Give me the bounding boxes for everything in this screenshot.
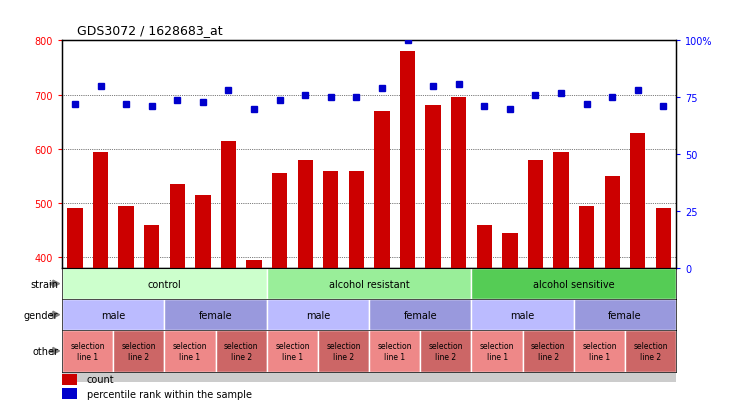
Text: alcohol sensitive: alcohol sensitive bbox=[533, 279, 615, 289]
Text: selection
line 2: selection line 2 bbox=[326, 342, 361, 361]
Text: selection
line 2: selection line 2 bbox=[633, 342, 668, 361]
Text: strain: strain bbox=[31, 279, 58, 289]
Text: selection
line 1: selection line 1 bbox=[275, 342, 310, 361]
Bar bbox=[369, 330, 420, 372]
Bar bbox=[216, 330, 267, 372]
Bar bbox=[471, 299, 574, 330]
Bar bbox=[471, 330, 523, 372]
Text: GDS3072 / 1628683_at: GDS3072 / 1628683_at bbox=[77, 24, 222, 37]
Bar bbox=[170, 185, 185, 268]
Bar bbox=[164, 330, 216, 372]
Bar bbox=[625, 330, 676, 372]
Bar bbox=[574, 299, 676, 330]
FancyArrow shape bbox=[50, 280, 59, 287]
Bar bbox=[605, 176, 620, 268]
Bar bbox=[553, 152, 569, 268]
Text: selection
line 2: selection line 2 bbox=[428, 342, 463, 361]
Bar bbox=[425, 106, 441, 268]
Text: selection
line 2: selection line 2 bbox=[224, 342, 259, 361]
Text: gender: gender bbox=[24, 310, 58, 320]
Bar bbox=[502, 233, 518, 268]
Bar bbox=[451, 98, 466, 268]
Bar bbox=[349, 171, 364, 268]
Bar bbox=[113, 330, 164, 372]
Text: selection
line 1: selection line 1 bbox=[480, 342, 515, 361]
Bar bbox=[267, 299, 369, 330]
FancyArrow shape bbox=[50, 348, 59, 354]
Bar bbox=[471, 268, 676, 299]
Bar bbox=[62, 330, 113, 372]
Text: female: female bbox=[199, 310, 232, 320]
Bar bbox=[523, 330, 574, 372]
Text: selection
line 1: selection line 1 bbox=[377, 342, 412, 361]
Bar bbox=[62, 374, 77, 385]
Text: percentile rank within the sample: percentile rank within the sample bbox=[87, 389, 251, 399]
Bar bbox=[221, 141, 236, 268]
Bar bbox=[62, 388, 77, 399]
Text: count: count bbox=[87, 374, 114, 384]
Bar bbox=[528, 160, 543, 268]
Text: male: male bbox=[306, 310, 330, 320]
Bar bbox=[477, 225, 492, 268]
Text: control: control bbox=[148, 279, 181, 289]
Bar bbox=[62, 268, 267, 299]
Text: male: male bbox=[510, 310, 535, 320]
Bar bbox=[195, 195, 211, 268]
Bar bbox=[318, 330, 369, 372]
Bar bbox=[574, 330, 625, 372]
Bar bbox=[67, 209, 83, 268]
Bar bbox=[144, 225, 159, 268]
Bar bbox=[164, 299, 267, 330]
Text: alcohol resistant: alcohol resistant bbox=[329, 279, 409, 289]
Bar bbox=[267, 330, 318, 372]
Bar bbox=[374, 112, 390, 268]
Text: female: female bbox=[404, 310, 437, 320]
Text: selection
line 2: selection line 2 bbox=[531, 342, 566, 361]
Bar bbox=[400, 52, 415, 268]
Bar bbox=[118, 206, 134, 268]
Bar bbox=[298, 160, 313, 268]
Bar bbox=[656, 209, 671, 268]
Bar bbox=[267, 268, 471, 299]
Text: other: other bbox=[32, 346, 58, 356]
Text: female: female bbox=[608, 310, 642, 320]
Bar bbox=[369, 299, 471, 330]
Text: male: male bbox=[101, 310, 126, 320]
Bar bbox=[630, 133, 645, 268]
Bar bbox=[579, 206, 594, 268]
Bar bbox=[62, 268, 676, 382]
FancyArrow shape bbox=[50, 311, 59, 318]
Text: selection
line 1: selection line 1 bbox=[70, 342, 105, 361]
Bar bbox=[246, 260, 262, 268]
Text: selection
line 2: selection line 2 bbox=[121, 342, 156, 361]
Bar bbox=[272, 174, 287, 268]
Bar bbox=[420, 330, 471, 372]
Text: selection
line 1: selection line 1 bbox=[173, 342, 208, 361]
Bar bbox=[323, 171, 338, 268]
Bar bbox=[93, 152, 108, 268]
Text: selection
line 1: selection line 1 bbox=[582, 342, 617, 361]
Bar bbox=[62, 299, 164, 330]
